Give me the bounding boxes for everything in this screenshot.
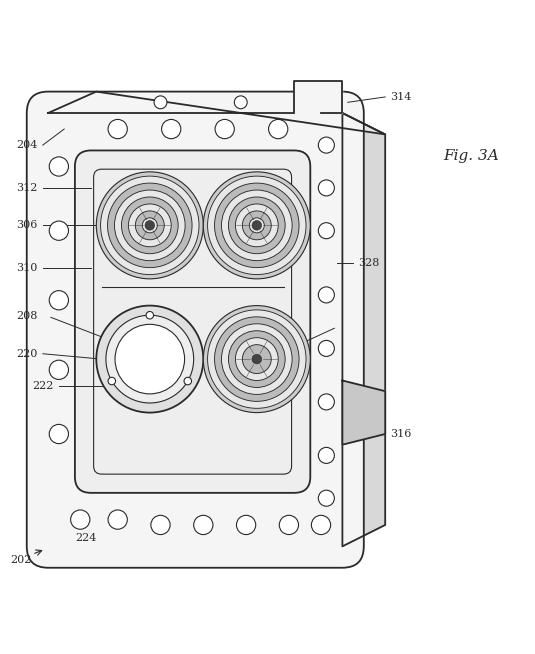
FancyBboxPatch shape	[27, 92, 364, 568]
Text: 328: 328	[358, 258, 380, 267]
Circle shape	[135, 211, 164, 240]
Circle shape	[106, 315, 194, 403]
Text: 306: 306	[16, 220, 37, 230]
Text: Fig. 3A: Fig. 3A	[443, 149, 499, 163]
Text: 220: 220	[16, 349, 37, 359]
Polygon shape	[294, 81, 342, 113]
Circle shape	[252, 354, 262, 364]
Text: 208: 208	[16, 311, 37, 321]
Circle shape	[318, 447, 334, 464]
Circle shape	[194, 515, 213, 534]
Circle shape	[228, 197, 285, 254]
Circle shape	[318, 490, 334, 506]
Text: 222: 222	[32, 381, 54, 391]
Circle shape	[96, 305, 203, 413]
Circle shape	[208, 310, 306, 408]
Circle shape	[318, 394, 334, 410]
Circle shape	[108, 120, 127, 139]
Circle shape	[318, 287, 334, 303]
Circle shape	[49, 360, 68, 379]
Circle shape	[235, 337, 278, 381]
Text: 316: 316	[391, 429, 412, 439]
Circle shape	[221, 324, 292, 394]
Circle shape	[318, 180, 334, 196]
Circle shape	[269, 120, 288, 139]
Circle shape	[228, 331, 285, 387]
Circle shape	[279, 515, 299, 534]
Circle shape	[215, 183, 299, 267]
Circle shape	[235, 204, 278, 247]
Polygon shape	[342, 113, 385, 546]
Circle shape	[115, 324, 185, 394]
Text: 314: 314	[391, 92, 412, 102]
Circle shape	[236, 515, 256, 534]
Circle shape	[146, 311, 154, 319]
Circle shape	[311, 515, 331, 534]
Circle shape	[108, 377, 116, 385]
Circle shape	[318, 137, 334, 153]
Circle shape	[318, 222, 334, 239]
Text: 202: 202	[11, 555, 32, 564]
Circle shape	[71, 510, 90, 529]
Circle shape	[142, 218, 157, 233]
Circle shape	[215, 120, 234, 139]
Circle shape	[242, 345, 271, 373]
Circle shape	[221, 190, 292, 261]
Circle shape	[128, 204, 171, 247]
Circle shape	[318, 340, 334, 356]
Circle shape	[215, 317, 299, 402]
Polygon shape	[342, 381, 385, 445]
Circle shape	[151, 515, 170, 534]
FancyBboxPatch shape	[75, 150, 310, 493]
Circle shape	[154, 96, 167, 109]
Circle shape	[249, 218, 264, 233]
Circle shape	[145, 220, 155, 230]
Circle shape	[184, 377, 192, 385]
Circle shape	[121, 197, 178, 254]
Circle shape	[162, 120, 181, 139]
Text: 310: 310	[16, 263, 37, 273]
Circle shape	[252, 220, 262, 230]
Text: 204: 204	[16, 140, 37, 150]
Circle shape	[114, 190, 185, 261]
Circle shape	[234, 96, 247, 109]
Circle shape	[49, 221, 68, 240]
Circle shape	[96, 172, 203, 279]
Circle shape	[49, 290, 68, 310]
Circle shape	[108, 510, 127, 529]
Circle shape	[203, 172, 310, 279]
Circle shape	[49, 424, 68, 443]
Circle shape	[101, 176, 199, 275]
Circle shape	[208, 176, 306, 275]
Circle shape	[49, 157, 68, 176]
Circle shape	[108, 183, 192, 267]
Circle shape	[242, 211, 271, 240]
Polygon shape	[48, 92, 385, 135]
Text: 312: 312	[16, 183, 37, 193]
Circle shape	[203, 305, 310, 413]
Text: 224: 224	[75, 533, 96, 543]
